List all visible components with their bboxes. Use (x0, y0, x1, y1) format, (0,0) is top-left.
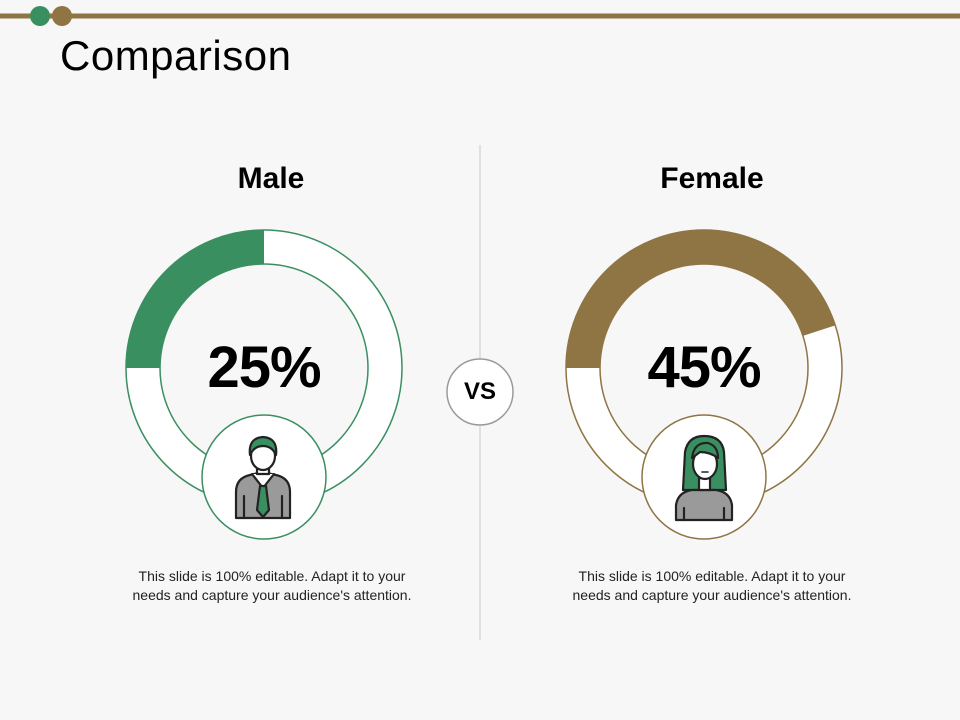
page-title: Comparison (60, 32, 292, 79)
female-heading: Female (660, 162, 764, 195)
male-arc (126, 230, 264, 368)
female-arc (566, 230, 836, 368)
vs-badge (446, 358, 514, 426)
vs-label: VS (463, 378, 496, 405)
male-description: This slide is 100% editable. Adapt it to… (132, 568, 412, 603)
male-avatar (201, 414, 327, 540)
man-with-tie-icon (234, 435, 292, 520)
top-rule (0, 6, 960, 26)
female-percent: 45% (647, 335, 761, 400)
male-heading: Male (237, 162, 305, 195)
female-description: This slide is 100% editable. Adapt it to… (572, 568, 852, 603)
male-percent: 25% (207, 335, 321, 400)
vs-circle (446, 358, 514, 426)
woman-icon (674, 434, 734, 522)
female-avatar (641, 414, 767, 540)
green-dot-icon (30, 6, 50, 26)
brown-dot-icon (52, 6, 72, 26)
